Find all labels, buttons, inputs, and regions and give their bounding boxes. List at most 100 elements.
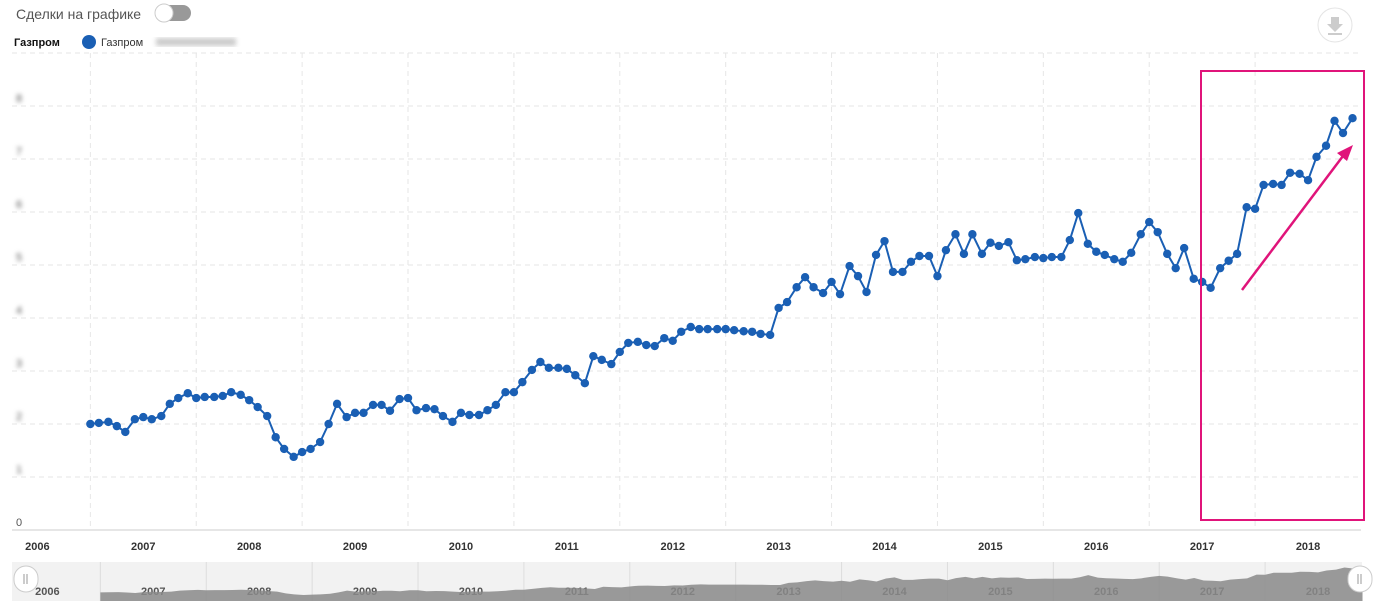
data-point [1057, 252, 1066, 262]
data-point [968, 230, 977, 239]
x-tick-label: 2010 [449, 541, 473, 553]
data-point [933, 271, 942, 281]
data-point [1206, 283, 1215, 292]
y-tick-label: 1 [16, 464, 22, 476]
legend-marker[interactable] [82, 35, 96, 49]
data-point [809, 283, 818, 292]
data-point [713, 324, 722, 334]
data-point [695, 324, 704, 334]
toggle-label: Сделки на графике [16, 6, 141, 22]
data-point [183, 389, 192, 398]
data-point [1224, 256, 1233, 265]
data-point [536, 357, 545, 367]
data-point [501, 388, 510, 397]
navigator-handle[interactable] [13, 565, 39, 593]
data-point [554, 363, 563, 373]
download-button[interactable] [1317, 7, 1353, 43]
x-tick-label: 2012 [660, 541, 684, 553]
y-tick-label: 5 [16, 252, 22, 264]
data-point [660, 333, 669, 343]
data-point [597, 355, 606, 365]
data-point [350, 408, 360, 418]
y-tick-label: 8 [16, 93, 22, 105]
data-point [1232, 249, 1242, 259]
data-point [483, 406, 492, 415]
data-point [104, 417, 113, 427]
data-point [827, 277, 836, 287]
data-point [624, 338, 633, 348]
data-point [324, 419, 333, 429]
data-point [1303, 176, 1313, 185]
data-point [1215, 263, 1225, 273]
data-point [1295, 169, 1304, 179]
data-point [518, 377, 527, 387]
data-point [756, 329, 765, 339]
data-point [157, 411, 166, 421]
x-tick-label: 2017 [1190, 541, 1214, 553]
data-point [782, 297, 792, 307]
y-tick-label: 3 [16, 358, 22, 370]
data-point [359, 408, 368, 418]
data-point [1250, 204, 1260, 214]
data-point [739, 327, 748, 336]
data-point [192, 393, 201, 403]
data-point [589, 351, 598, 361]
data-point [906, 257, 916, 267]
data-point [474, 410, 484, 420]
data-point [395, 394, 404, 404]
legend-label[interactable]: Газпром [101, 37, 143, 49]
data-point [853, 271, 863, 281]
data-point [491, 400, 501, 410]
data-point [1145, 217, 1154, 227]
data-point [147, 415, 156, 424]
x-tick-label: 2011 [555, 541, 579, 553]
data-point [509, 388, 519, 397]
data-point [412, 406, 421, 415]
navigator-handle[interactable] [1347, 565, 1373, 593]
data-point [959, 249, 969, 259]
data-point [253, 402, 262, 412]
data-point [1021, 254, 1030, 264]
data-point [1285, 168, 1295, 177]
data-point [898, 267, 907, 277]
data-point [571, 371, 580, 380]
toggle[interactable] [154, 3, 191, 23]
data-point [315, 437, 325, 447]
data-point [1136, 230, 1145, 239]
data-point [607, 359, 616, 369]
data-point [1330, 116, 1339, 126]
data-point [1118, 257, 1127, 267]
data-point [729, 325, 739, 335]
data-point [703, 324, 712, 334]
data-point [130, 415, 140, 424]
data-point [236, 390, 245, 400]
data-point [1277, 180, 1286, 190]
data-point [403, 393, 413, 403]
data-point [1074, 208, 1083, 218]
data-point [1338, 128, 1348, 138]
data-point [1312, 152, 1321, 162]
data-point [1083, 239, 1093, 248]
data-point [1171, 263, 1180, 273]
data-point [1030, 252, 1040, 262]
data-point [747, 327, 757, 336]
data-point [94, 418, 104, 428]
x-tick-label: 2006 [25, 541, 49, 553]
data-point [1189, 274, 1198, 283]
data-point [871, 250, 881, 260]
data-point [845, 261, 854, 271]
data-point [218, 391, 227, 401]
data-point [915, 251, 924, 261]
data-point [1348, 113, 1357, 123]
data-point [1065, 235, 1075, 245]
data-point [306, 444, 315, 454]
x-tick-label: 2009 [343, 541, 367, 553]
navigator-area [100, 567, 1363, 601]
data-point [721, 324, 730, 334]
data-point [986, 238, 995, 247]
data-point [1259, 180, 1268, 190]
x-tick-label: 2008 [237, 541, 261, 553]
data-point [244, 395, 254, 405]
y-tick-label: 6 [16, 199, 22, 211]
data-point [377, 400, 386, 410]
